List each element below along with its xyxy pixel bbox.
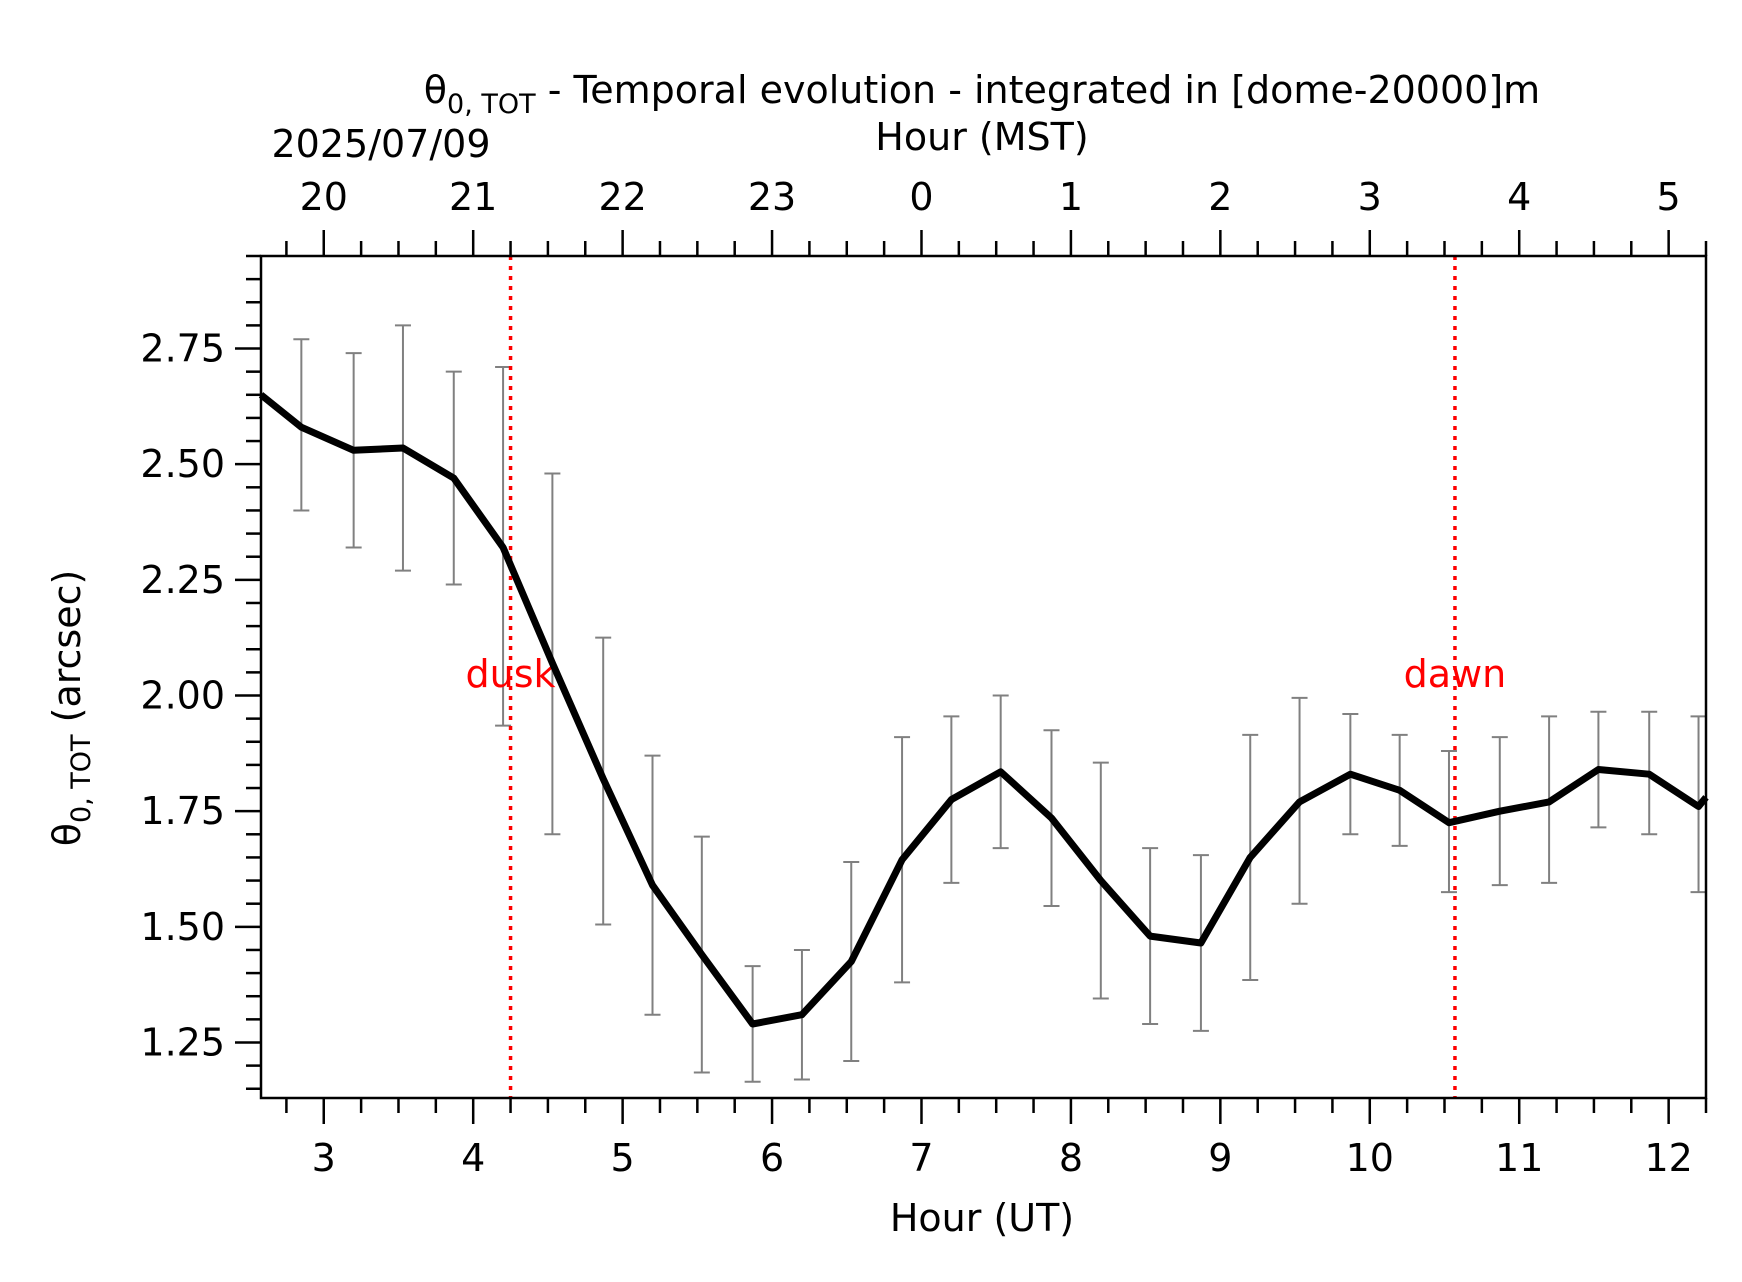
- series-lines: [258, 392, 1709, 1028]
- annotation-label-dawn: dawn: [1404, 652, 1507, 696]
- x-axis-title: Hour (UT): [890, 1196, 1074, 1240]
- x2-tick-label: 2: [1208, 175, 1232, 219]
- x2-axis-title: Hour (MST): [875, 115, 1088, 159]
- plot-frame: [259, 254, 1708, 1100]
- x-tick-label: 11: [1495, 1136, 1543, 1180]
- x-tick-label: 7: [909, 1136, 933, 1180]
- annotations: dusk dawn: [466, 256, 1507, 1098]
- x-tick-label: 4: [461, 1136, 485, 1180]
- x2-tick-label: 4: [1507, 175, 1531, 219]
- x-tick-label: 5: [611, 1136, 635, 1180]
- x2-tick-label: 22: [598, 175, 646, 219]
- x-tick-label: 10: [1346, 1136, 1394, 1180]
- x2-tick-label: 3: [1358, 175, 1382, 219]
- x2-tick-label: 20: [300, 175, 348, 219]
- y-tick-label: 2.00: [140, 674, 225, 718]
- x2-tick-label: 0: [909, 175, 933, 219]
- x2-tick-label: 1: [1059, 175, 1083, 219]
- axis-ticks: 3 20 4 21 5 22 6 23 7 0 8 1 9 2 10 3 11 4 12 5 1.25 1.50 1.75 2…: [140, 175, 1708, 1180]
- plot-title: θ0, TOT - Temporal evolution - integrate…: [424, 68, 1540, 120]
- y-axis-title: θ0, TOT (arcsec): [45, 570, 97, 847]
- x-tick-label: 8: [1059, 1136, 1083, 1180]
- y-tick-label: 2.50: [140, 442, 225, 486]
- date-label: 2025/07/09: [271, 122, 490, 166]
- y-tick-label: 2.25: [140, 558, 225, 602]
- x-tick-label: 9: [1208, 1136, 1232, 1180]
- error-bars: [293, 324, 1707, 1083]
- plot-title-text: θ0, TOT - Temporal evolution - integrate…: [424, 68, 1540, 120]
- x2-tick-label: 5: [1657, 175, 1681, 219]
- x-tick-label: 6: [760, 1136, 784, 1180]
- series-line: [258, 392, 1709, 1028]
- annotation-label-dusk: dusk: [466, 652, 556, 696]
- y-tick-label: 1.75: [140, 789, 225, 833]
- x-tick-label: 3: [312, 1136, 336, 1180]
- y-tick-label: 2.75: [140, 327, 225, 371]
- y-tick-label: 1.50: [140, 905, 225, 949]
- y-tick-label: 1.25: [140, 1020, 225, 1064]
- x2-tick-label: 21: [449, 175, 497, 219]
- x-tick-label: 12: [1644, 1136, 1692, 1180]
- x2-tick-label: 23: [748, 175, 796, 219]
